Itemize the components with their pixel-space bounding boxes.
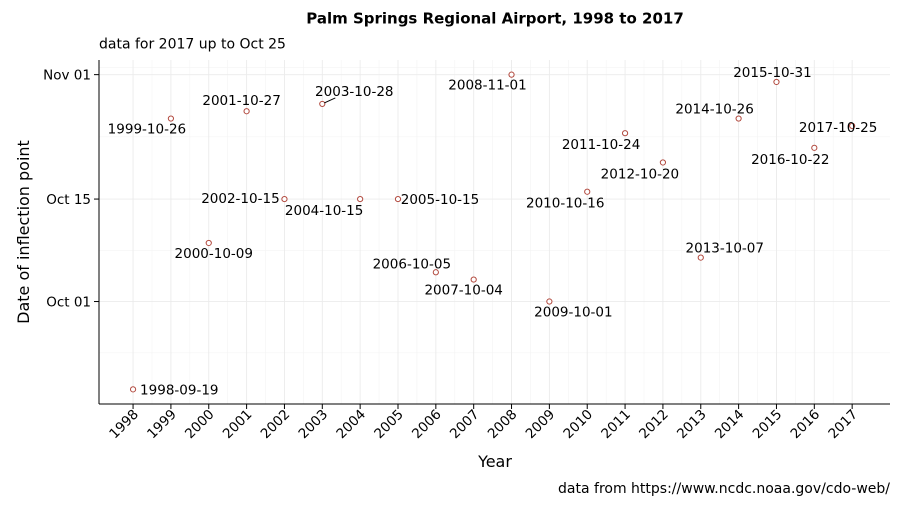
- x-tick-label: 2005: [371, 407, 407, 443]
- point-label: 2003-10-28: [315, 84, 393, 100]
- y-tick-label: Nov 01: [43, 68, 91, 84]
- plot-points: 1998-09-19 1999-10-26 2000-10-09 2001-10-27…: [108, 65, 878, 398]
- point-label: 2016-10-22: [751, 152, 829, 168]
- data-point: [621, 130, 629, 137]
- x-tick-label: 1999: [144, 407, 180, 443]
- point-label: 2004-10-15: [285, 203, 363, 219]
- chart-subtitle: data for 2017 up to Oct 25: [99, 37, 286, 53]
- x-tick-label: 2004: [333, 407, 369, 443]
- point-label: 2017-10-25: [799, 120, 877, 136]
- point-label: 2000-10-09: [175, 246, 253, 262]
- data-point: [811, 144, 818, 151]
- data-point: [849, 122, 856, 129]
- x-tick-label: 2017: [825, 407, 861, 443]
- data-point: [432, 269, 439, 276]
- point-label: 2010-10-16: [526, 196, 604, 212]
- x-tick-label: 2000: [182, 407, 218, 443]
- x-tick-label: 2013: [674, 407, 710, 443]
- data-point: [470, 276, 477, 283]
- point-label: 2005-10-15: [401, 192, 479, 208]
- point-label: 2013-10-07: [686, 241, 764, 257]
- point-label: 2002-10-15: [201, 191, 279, 207]
- x-axis-title: Year: [477, 452, 512, 471]
- point-label: 2011-10-24: [562, 137, 640, 153]
- x-tick-label: 1998: [106, 407, 142, 443]
- label-leader-line: [324, 97, 336, 104]
- data-point: [129, 386, 137, 393]
- data-point: [243, 108, 250, 115]
- point-label: 2012-10-20: [601, 166, 679, 182]
- y-tick-label: Oct 15: [46, 192, 91, 208]
- data-point: [697, 254, 704, 261]
- data-point: [205, 239, 212, 247]
- x-tick-label: 2012: [636, 407, 672, 443]
- x-tick-label: 2014: [712, 407, 748, 443]
- y-axis-ticks: Oct 01 Oct 15 Nov 01: [43, 68, 99, 311]
- point-label: 2007-10-04: [424, 283, 502, 299]
- x-tick-label: 2008: [485, 407, 521, 443]
- x-tick-label: 2011: [598, 407, 634, 443]
- data-point: [281, 195, 288, 203]
- plot-grid: [99, 60, 890, 404]
- data-point: [357, 195, 364, 203]
- point-label: 1998-09-19: [140, 382, 218, 398]
- point-label: 2014-10-26: [675, 102, 753, 118]
- point-label: 2009-10-01: [534, 305, 612, 321]
- point-label: 2006-10-05: [373, 256, 451, 272]
- point-label: 1999-10-26: [108, 122, 186, 138]
- chart-caption: data from https://www.ncdc.noaa.gov/cdo-…: [558, 481, 890, 497]
- x-axis-ticks: 1998 1999 2000 2001 2002 2003 2004 2005 2006 2007…: [106, 404, 861, 442]
- data-point: [773, 78, 780, 86]
- data-point: [167, 115, 175, 122]
- x-tick-label: 2007: [447, 407, 483, 443]
- x-tick-label: 2002: [258, 407, 294, 443]
- point-label: 2008-11-01: [448, 78, 526, 94]
- y-axis-title: Date of inflection point: [14, 140, 33, 324]
- data-point: [394, 195, 402, 203]
- data-point: [659, 159, 667, 166]
- plot-axes: [98, 60, 890, 405]
- x-tick-label: 2001: [220, 407, 256, 443]
- data-point: [546, 298, 553, 305]
- data-point: [319, 100, 326, 108]
- point-label: 2001-10-27: [202, 93, 280, 109]
- x-tick-label: 2010: [560, 407, 596, 443]
- data-point: [584, 188, 591, 195]
- chart-title: Palm Springs Regional Airport, 1998 to 2…: [306, 10, 684, 28]
- data-point: [735, 115, 742, 122]
- x-tick-label: 2009: [523, 407, 559, 443]
- x-tick-label: 2015: [750, 407, 786, 443]
- x-tick-label: 2003: [296, 407, 332, 443]
- data-point: [508, 71, 515, 78]
- y-tick-label: Oct 01: [46, 295, 91, 311]
- x-tick-label: 2006: [409, 407, 445, 443]
- point-label: 2015-10-31: [733, 65, 811, 81]
- x-tick-label: 2016: [788, 407, 824, 443]
